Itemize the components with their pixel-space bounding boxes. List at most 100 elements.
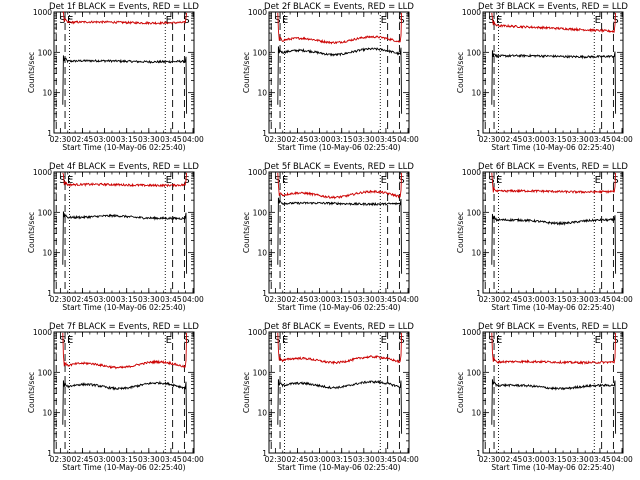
panel-title: Det 5f BLACK = Events, RED = LLD (264, 162, 414, 172)
detector-panel-9: Det 9f BLACK = Events, RED = LLD 1 10 100 10… (456, 322, 633, 472)
y-axis-label: Counts/sec (456, 212, 465, 253)
y-tick-label: 1 (476, 129, 481, 138)
x-axis-label: Start Time (10-May-06 02:25:40) (62, 303, 185, 312)
y-axis-label: Counts/sec (242, 372, 251, 413)
y-tick-label: 1000 (462, 168, 481, 177)
plot-frame (482, 331, 624, 454)
series-lld-line (62, 332, 188, 370)
x-tick-label: 03:15 (331, 295, 353, 304)
x-tick-label: 04:00 (611, 295, 633, 304)
detector-panel-2: Det 2f BLACK = Events, RED = LLD 1 10 100 10… (242, 2, 419, 152)
x-tick-label: 03:15 (331, 455, 353, 464)
x-tick-label: 02:45 (501, 455, 523, 464)
segment-marker-label: E (496, 335, 502, 346)
x-tick-label: 03:45 (160, 455, 182, 464)
x-tick-label: 02:45 (72, 295, 94, 304)
x-tick-label: 03:00 (309, 455, 331, 464)
x-tick-label: 03:15 (545, 135, 567, 144)
x-tick-label: 03:15 (116, 135, 138, 144)
x-tick-label: 03:00 (523, 295, 545, 304)
segment-marker-label: E (282, 335, 288, 346)
x-tick-label: 02:30 (50, 455, 72, 464)
y-axis-label: Counts/sec (456, 372, 465, 413)
plot-frame (268, 171, 410, 294)
x-tick-label: 03:00 (523, 455, 545, 464)
x-tick-label: 04:00 (182, 455, 204, 464)
y-tick-label: 100 (467, 208, 482, 217)
segment-marker-label: E (381, 335, 387, 346)
y-tick-label: 1 (262, 289, 267, 298)
segment-marker-label: E (381, 175, 387, 186)
y-tick-label: 10 (257, 89, 267, 98)
plot-frame (53, 171, 195, 294)
plot-frame (268, 11, 410, 134)
x-tick-label: 03:45 (589, 455, 611, 464)
y-axis-label: Counts/sec (242, 52, 251, 93)
y-tick-label: 1 (47, 449, 52, 458)
y-tick-label: 1000 (248, 168, 267, 177)
y-tick-label: 10 (257, 409, 267, 418)
series-lld-line (62, 172, 188, 188)
segment-marker-label: E (595, 175, 601, 186)
segment-marker-label: E (166, 335, 172, 346)
x-tick-label: 03:30 (353, 455, 375, 464)
plot-frame (53, 331, 195, 454)
panel-title: Det 9f BLACK = Events, RED = LLD (478, 322, 628, 332)
y-axis-label: Counts/sec (242, 212, 251, 253)
panel-title: Det 7f BLACK = Events, RED = LLD (49, 322, 199, 332)
detector-panel-5: Det 5f BLACK = Events, RED = LLD 1 10 100 10… (242, 162, 419, 312)
plot-frame (53, 11, 195, 134)
y-tick-label: 100 (253, 368, 268, 377)
series-lld-line (277, 12, 403, 45)
detector-panel-6: Det 6f BLACK = Events, RED = LLD 1 10 100 10… (456, 162, 633, 312)
x-tick-label: 03:30 (567, 135, 589, 144)
x-tick-label: 03:45 (375, 295, 397, 304)
y-tick-label: 1000 (33, 328, 52, 337)
x-tick-label: 02:30 (265, 455, 287, 464)
x-tick-label: 03:30 (567, 295, 589, 304)
series-lld-line (491, 12, 617, 34)
x-tick-label: 03:00 (94, 135, 116, 144)
x-tick-label: 03:30 (138, 295, 160, 304)
x-axis-label: Start Time (10-May-06 02:25:40) (277, 463, 400, 472)
y-tick-label: 1 (262, 449, 267, 458)
series-events-line (491, 50, 617, 114)
x-tick-label: 03:30 (138, 455, 160, 464)
x-tick-label: 02:45 (72, 135, 94, 144)
segment-marker-label: E (595, 335, 601, 346)
y-tick-label: 10 (471, 249, 481, 258)
x-tick-label: 04:00 (611, 455, 633, 464)
segment-marker-label: E (166, 175, 172, 186)
series-lld-line (277, 332, 403, 365)
x-tick-label: 03:15 (545, 455, 567, 464)
y-tick-label: 100 (38, 208, 53, 217)
series-lld-line (491, 332, 617, 366)
series-events-line (62, 211, 188, 274)
x-tick-label: 02:45 (72, 455, 94, 464)
x-tick-label: 04:00 (182, 135, 204, 144)
y-tick-label: 100 (467, 48, 482, 57)
segment-marker-label: S (274, 15, 280, 26)
series-lld-line (62, 11, 188, 26)
series-events-line (62, 380, 188, 434)
y-tick-label: 1000 (248, 328, 267, 337)
x-axis-label: Start Time (10-May-06 02:25:40) (62, 143, 185, 152)
x-tick-label: 03:15 (116, 455, 138, 464)
x-tick-label: 03:00 (523, 135, 545, 144)
plot-frame (268, 331, 410, 454)
y-tick-label: 1 (476, 449, 481, 458)
detector-panel-8: Det 8f BLACK = Events, RED = LLD 1 10 100 10… (242, 322, 419, 472)
y-tick-label: 1 (476, 289, 481, 298)
y-axis-label: Counts/sec (456, 52, 465, 93)
segment-marker-label: S (488, 175, 494, 186)
x-tick-label: 02:30 (479, 295, 501, 304)
x-tick-label: 03:45 (375, 135, 397, 144)
series-events-line (491, 379, 617, 434)
segment-marker-label: S (488, 15, 494, 26)
segment-marker-label: S (183, 175, 189, 186)
segment-marker-label: S (183, 15, 189, 26)
y-axis-label: Counts/sec (27, 52, 36, 93)
y-tick-label: 10 (257, 249, 267, 258)
x-tick-label: 02:30 (265, 295, 287, 304)
